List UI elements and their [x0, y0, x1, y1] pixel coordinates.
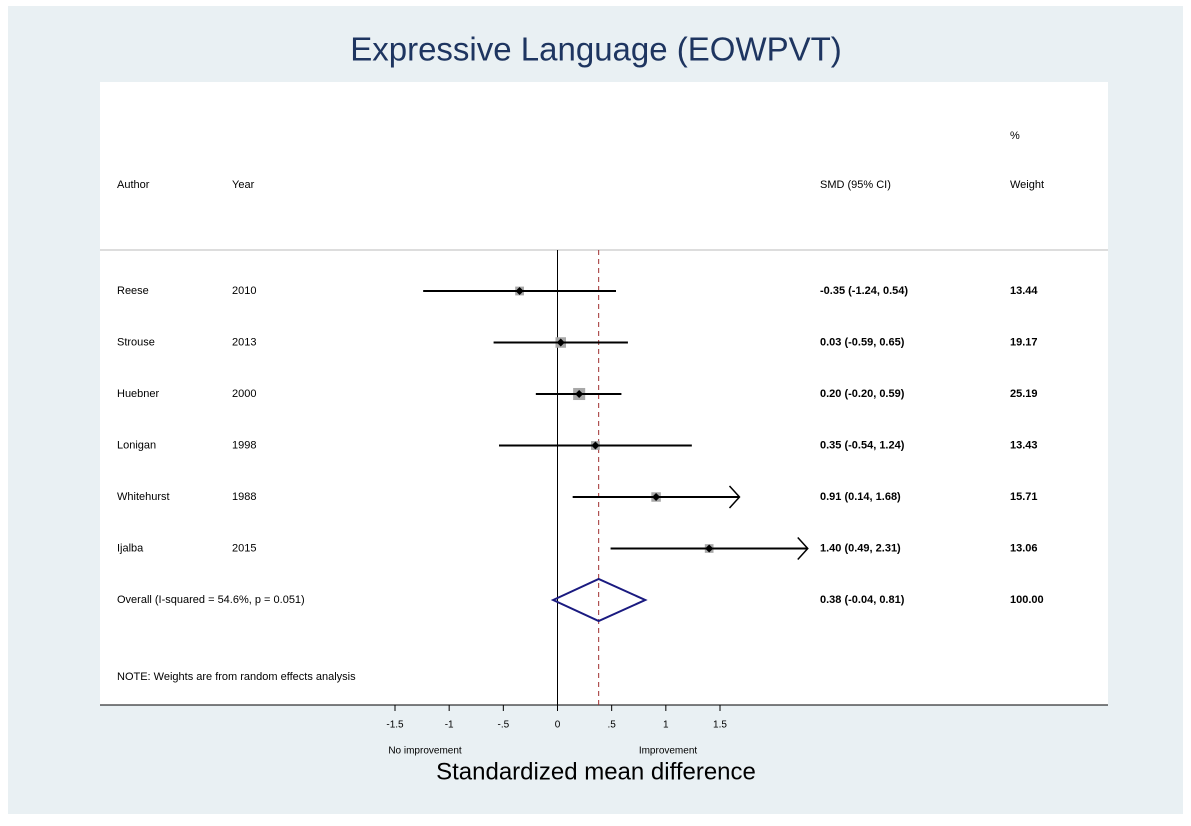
weight: 13.43 — [1010, 439, 1038, 451]
year: 1998 — [232, 439, 256, 451]
ci-arrow — [728, 485, 741, 509]
weight: 13.44 — [1010, 285, 1038, 297]
x-tick-label: -.5 — [497, 720, 509, 731]
weight: 19.17 — [1010, 336, 1038, 348]
author: Ijalba — [117, 542, 144, 554]
point — [652, 493, 661, 501]
x-left-label: No improvement — [388, 746, 462, 757]
point — [556, 338, 565, 347]
ci-label: 0.91 (0.14, 1.68) — [820, 491, 901, 503]
year: 1988 — [232, 491, 256, 503]
ci-label: 1.40 (0.49, 2.31) — [820, 542, 901, 554]
x-axis-title: Standardized mean difference — [436, 758, 756, 785]
weight: 13.06 — [1010, 542, 1038, 554]
header: Author — [117, 179, 150, 191]
note: NOTE: Weights are from random effects an… — [117, 671, 356, 683]
year: 2015 — [232, 542, 256, 554]
x-tick-label: .5 — [607, 720, 616, 731]
header: Year — [232, 179, 255, 191]
x-tick-label: 1 — [663, 720, 669, 731]
author: Reese — [117, 285, 149, 297]
x-right-label: Improvement — [639, 746, 698, 757]
weight: 25.19 — [1010, 388, 1038, 400]
chart-title: Expressive Language (EOWPVT) — [350, 31, 842, 68]
x-tick-label: 1.5 — [713, 720, 727, 731]
weight: 15.71 — [1010, 491, 1038, 503]
x-tick-label: -1.5 — [386, 720, 404, 731]
year: 2000 — [232, 388, 256, 400]
ci-label: 0.38 (-0.04, 0.81) — [820, 594, 905, 606]
header: Weight — [1010, 179, 1044, 191]
overall-diamond — [550, 577, 648, 623]
ci-label: 0.20 (-0.20, 0.59) — [820, 388, 905, 400]
year: 2013 — [232, 336, 256, 348]
x-tick-label: -1 — [445, 720, 454, 731]
author: Lonigan — [117, 439, 156, 451]
point — [515, 287, 524, 295]
year: 2010 — [232, 285, 256, 297]
x-tick-label: 0 — [555, 720, 561, 731]
weight: 100.00 — [1010, 594, 1044, 606]
ci-label: 0.35 (-0.54, 1.24) — [820, 439, 905, 451]
overall-label: Overall (I-squared = 54.6%, p = 0.051) — [117, 594, 305, 606]
point — [575, 390, 584, 398]
point — [705, 544, 714, 553]
author: Huebner — [117, 388, 160, 400]
ci-label: -0.35 (-1.24, 0.54) — [820, 285, 908, 297]
point — [591, 441, 600, 450]
author: Whitehurst — [117, 491, 170, 503]
ci-arrow — [797, 536, 809, 561]
header: SMD (95% CI) — [820, 179, 891, 191]
header: % — [1010, 130, 1020, 142]
author: Strouse — [117, 336, 155, 348]
ci-label: 0.03 (-0.59, 0.65) — [820, 336, 905, 348]
